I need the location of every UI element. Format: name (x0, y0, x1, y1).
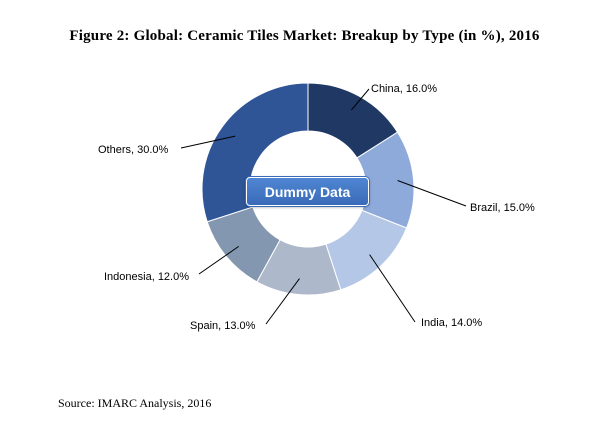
leader-line-indonesia (198, 245, 239, 275)
data-label-others: Others, 30.0% (98, 144, 169, 156)
dummy-data-badge: Dummy Data (246, 177, 369, 206)
data-label-spain: Spain, 13.0% (190, 320, 256, 332)
leader-line-others (180, 135, 236, 149)
leader-line-india (369, 254, 416, 323)
slice-others (201, 82, 309, 223)
leader-line-spain (265, 278, 300, 325)
data-label-indonesia: Indonesia, 12.0% (104, 271, 189, 283)
data-label-india: India, 14.0% (421, 317, 482, 329)
source-note: Source: IMARC Analysis, 2016 (58, 396, 212, 410)
leader-line-brazil (397, 180, 467, 207)
chart-title: Figure 2: Global: Ceramic Tiles Market: … (69, 28, 540, 44)
data-label-brazil: Brazil, 15.0% (470, 202, 535, 214)
data-label-china: China, 16.0% (371, 83, 437, 95)
leader-line-china (351, 88, 370, 111)
